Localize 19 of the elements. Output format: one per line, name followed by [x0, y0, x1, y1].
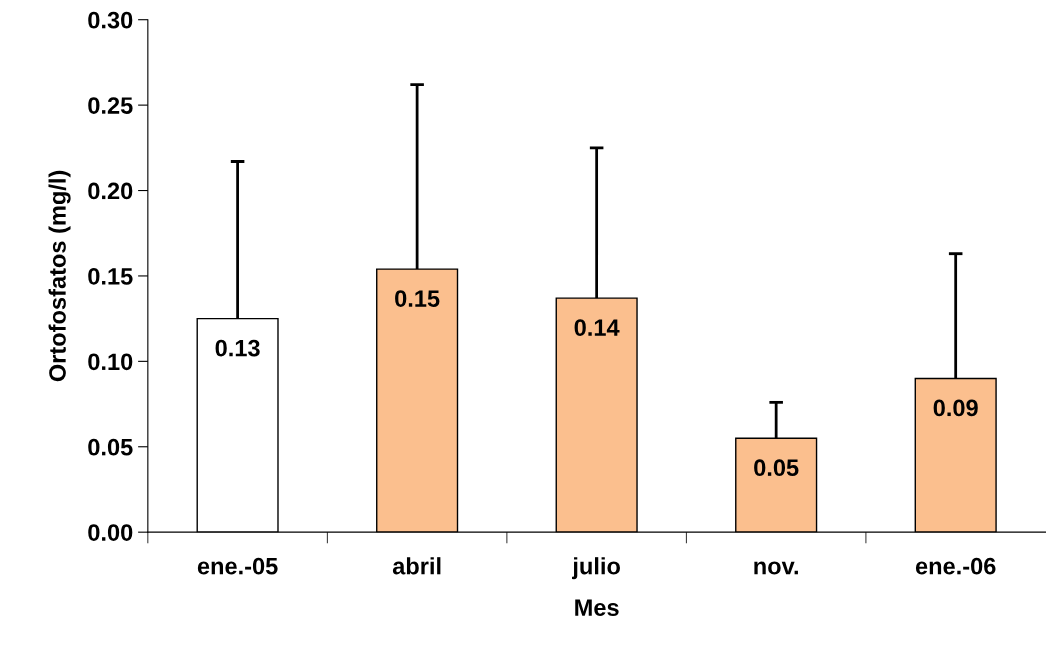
x-tick-label: ene.-05 — [197, 557, 278, 575]
x-axis-title: Mes — [575, 599, 619, 616]
y-tick-label: 0.25 — [88, 97, 133, 114]
data-label: 0.05 — [754, 459, 799, 477]
data-label: 0.14 — [574, 319, 620, 336]
y-tick-label: 0.15 — [88, 268, 133, 285]
data-label: 0.13 — [215, 339, 260, 357]
data-label: 0.09 — [933, 399, 978, 417]
x-tick-label: julio — [572, 557, 620, 580]
y-tick-label: 0.10 — [88, 353, 133, 371]
y-tick-label: 0.05 — [88, 438, 133, 456]
y-tick-label: 0.20 — [88, 182, 133, 200]
x-tick-label: nov. — [754, 561, 798, 575]
data-label: 0.15 — [395, 290, 440, 307]
y-axis-title: Ortofosfatos (mg/l) — [48, 170, 71, 382]
y-tick-label: 0.00 — [88, 524, 133, 541]
x-tick-label: abril — [392, 557, 441, 575]
y-tick-label: 0.30 — [88, 11, 133, 29]
x-tick-label: ene.-06 — [915, 557, 996, 575]
